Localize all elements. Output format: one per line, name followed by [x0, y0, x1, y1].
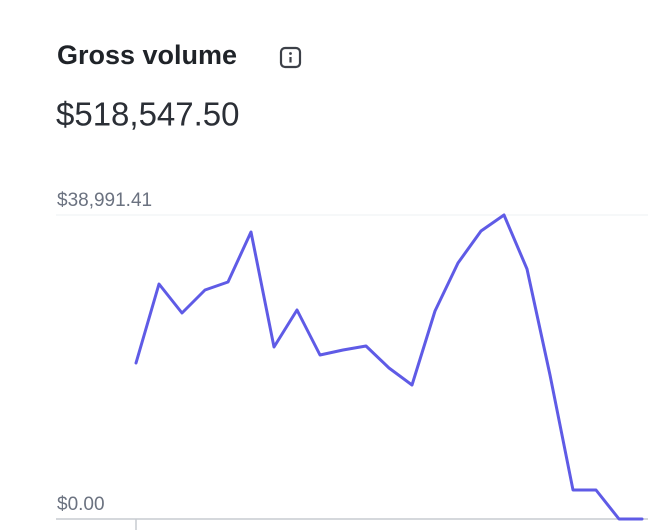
volume-line — [134, 213, 644, 521]
y-tick-label: $38,991.41 — [57, 190, 152, 211]
info-icon-dot — [289, 52, 292, 55]
y-tick-label: $0.00 — [57, 494, 105, 515]
total-amount: $518,547.50 — [56, 96, 240, 133]
info-icon-frame — [279, 46, 302, 69]
widget-title: Gross volume — [57, 40, 237, 70]
info-icon[interactable] — [279, 46, 302, 69]
